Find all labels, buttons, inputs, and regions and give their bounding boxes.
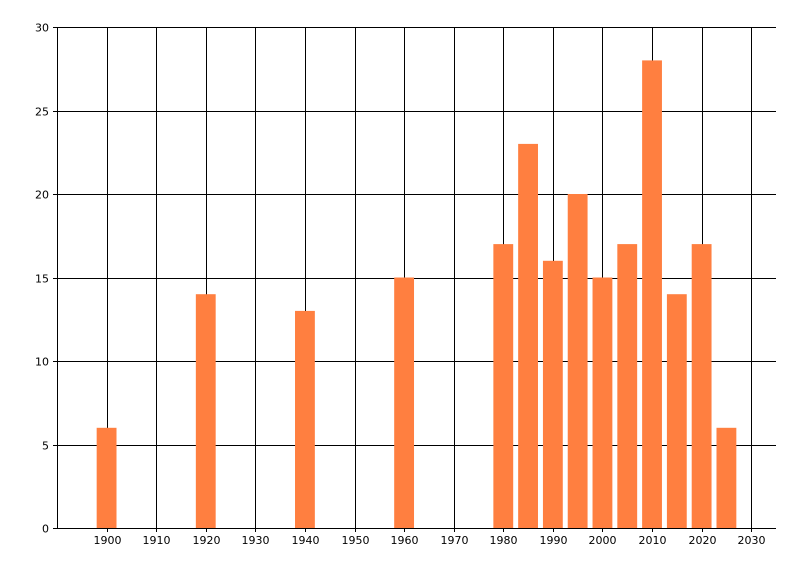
x-tick-label: 1930 (242, 534, 270, 547)
bar (617, 244, 638, 528)
y-tick-label: 0 (42, 523, 49, 536)
bar (666, 294, 687, 528)
x-tick-label: 2010 (639, 534, 667, 547)
bar (716, 427, 737, 528)
x-tick-label: 1900 (94, 534, 122, 547)
y-tick-label: 5 (42, 440, 49, 453)
bar (493, 244, 514, 528)
bar (96, 427, 117, 528)
x-tick-label: 1960 (391, 534, 419, 547)
bar (518, 143, 538, 528)
bar (592, 277, 613, 528)
x-tick-label: 1940 (292, 534, 320, 547)
bar (542, 260, 563, 528)
axis-layer (57, 27, 776, 529)
x-tick-label: 1910 (143, 534, 171, 547)
x-tick-label: 2000 (589, 534, 617, 547)
bar (567, 194, 588, 528)
y-tick-label: 30 (35, 22, 49, 35)
y-tick-label: 15 (35, 273, 49, 286)
bar (691, 244, 712, 528)
y-tick-label: 20 (35, 189, 49, 202)
x-tick-label: 1980 (490, 534, 518, 547)
x-tick-label: 1920 (193, 534, 221, 547)
x-tick-label: 2030 (738, 534, 766, 547)
x-tick-label: 1950 (342, 534, 370, 547)
y-tick-label: 25 (35, 106, 49, 119)
bar (394, 277, 415, 528)
x-tick-label: 1970 (441, 534, 469, 547)
y-tick-label: 10 (35, 356, 49, 369)
bar (195, 294, 216, 528)
tick-label-layer: 0 5 10 15 20 25 30 1900 1910 1920 1930 1940 1950 1960… (35, 22, 766, 548)
x-tick-label: 2020 (689, 534, 717, 547)
bar (642, 60, 662, 529)
bar (295, 310, 315, 528)
bar-layer (96, 60, 737, 529)
x-tick-label: 1990 (540, 534, 568, 547)
